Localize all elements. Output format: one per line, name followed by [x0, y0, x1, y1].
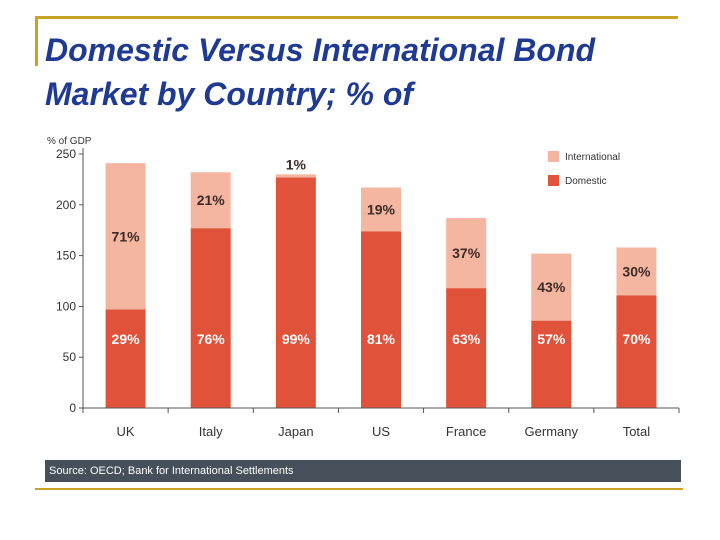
data-label-international: 21% — [197, 192, 226, 208]
legend-label-domestic: Domestic — [565, 176, 607, 187]
y-tick-label: 200 — [56, 198, 76, 212]
x-tick-label: US — [372, 424, 390, 439]
data-label-international: 37% — [452, 245, 481, 261]
data-label-domestic: 70% — [622, 331, 651, 347]
stacked-bar-chart: % of GDP 0 50 100 150 200 250 29% 71% 76% 21% 99%… — [47, 136, 680, 439]
data-label-international: 43% — [537, 279, 566, 295]
bar-domestic — [531, 320, 572, 408]
data-label-domestic: 99% — [282, 331, 311, 347]
bar-domestic — [275, 177, 316, 408]
source-note: Source: OECD; Bank for International Set… — [45, 460, 681, 482]
bar-international — [446, 218, 487, 289]
data-label-international: 19% — [367, 201, 396, 217]
data-label-international: 1% — [286, 156, 307, 172]
data-label-international: 71% — [112, 228, 141, 244]
bar-international — [361, 187, 401, 232]
data-label-domestic: 76% — [197, 331, 226, 347]
y-tick-label: 150 — [56, 249, 76, 263]
slide-title: Domestic Versus International Bond Marke… — [45, 32, 596, 112]
x-tick-label: France — [446, 424, 486, 439]
bars-group: 29% 71% 76% 21% 99% 1% 81% 19% 63% 37% 57% 43% 70% 30… — [105, 156, 657, 408]
data-label-domestic: 63% — [452, 331, 481, 347]
y-tick-label: 0 — [69, 401, 76, 415]
data-label-domestic: 29% — [112, 331, 141, 347]
x-tick-label: UK — [117, 424, 135, 439]
title-left-rule — [35, 16, 38, 66]
bar-domestic — [190, 228, 231, 408]
data-label-international: 30% — [622, 263, 651, 279]
x-tick-label: Italy — [199, 424, 223, 439]
chart-frame: % of GDP 0 50 100 150 200 250 29% 71% 76% 21% 99%… — [35, 126, 683, 490]
bar-international — [190, 172, 231, 229]
bar-international — [275, 174, 316, 178]
y-axis: 0 50 100 150 200 250 — [56, 147, 84, 415]
title-top-rule — [35, 16, 678, 19]
x-tick-label: Total — [623, 424, 651, 439]
y-axis-label: % of GDP — [47, 136, 92, 147]
bar-domestic — [616, 295, 657, 408]
bar-international — [105, 163, 146, 310]
y-tick-label: 250 — [56, 147, 76, 161]
x-axis: UK Italy Japan US France Germany Total — [82, 407, 680, 439]
legend-label-international: International — [565, 152, 620, 163]
data-label-domestic: 81% — [367, 331, 396, 347]
bar-domestic — [361, 231, 401, 408]
bar-domestic — [105, 309, 146, 408]
bar-domestic — [446, 288, 487, 408]
x-tick-label: Japan — [278, 424, 313, 439]
chart-legend: International Domestic — [548, 151, 620, 187]
legend-swatch-domestic — [548, 175, 559, 186]
x-tick-label: Germany — [525, 424, 579, 439]
data-label-domestic: 57% — [537, 331, 566, 347]
bar-international — [616, 247, 657, 296]
y-tick-label: 100 — [56, 299, 76, 313]
bar-international — [531, 253, 572, 321]
y-tick-label: 50 — [63, 350, 77, 364]
legend-swatch-international — [548, 151, 559, 162]
